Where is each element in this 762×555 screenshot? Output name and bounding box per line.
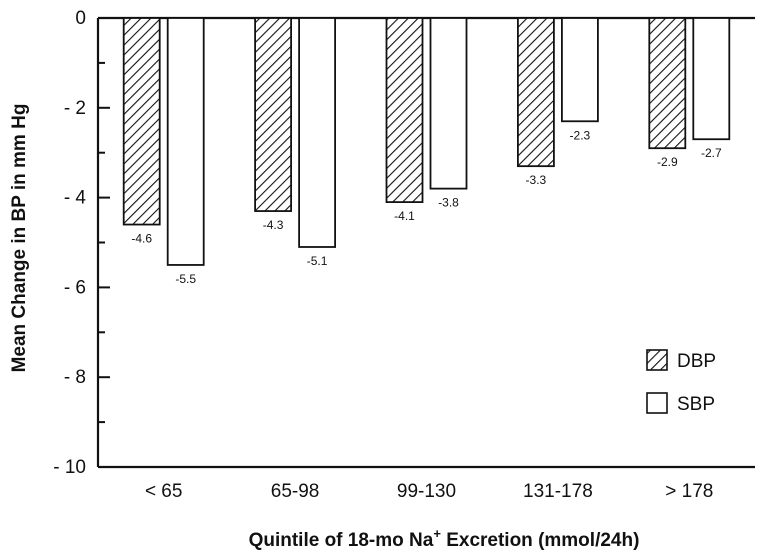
dbp-bar (254, 17, 293, 212)
x-tick-label: 65-98 (271, 481, 320, 502)
x-axis-title-rest: Excretion (mmol/24h) (441, 530, 640, 551)
legend-label-sbp: SBP (677, 394, 715, 415)
plot-area: 0 - 2 - 4 - 6 - 8 - 10 -4.6 -5.5 < 65 -4.3 -5.1 65-… (53, 8, 755, 502)
sbp-bar (561, 17, 599, 123)
dbp-bar (648, 17, 687, 150)
x-tick-label: < 65 (145, 481, 183, 502)
y-tick-label: - 10 (53, 457, 86, 478)
x-axis-title-superscript: + (433, 526, 441, 541)
legend-swatch-sbp (646, 392, 668, 414)
dbp-value-label: -4.1 (394, 209, 415, 223)
dbp-value-label: -4.6 (131, 232, 152, 246)
x-tick-label: 131-178 (523, 481, 593, 502)
y-tick-label: - 6 (64, 277, 86, 298)
dbp-bar (385, 17, 424, 203)
sbp-value-label: -5.1 (307, 254, 328, 268)
y-tick-label: 0 (75, 8, 86, 29)
sbp-bar (692, 17, 731, 141)
sbp-bar (429, 17, 468, 190)
dbp-value-label: -4.3 (263, 218, 284, 232)
sbp-value-label: -2.7 (701, 146, 722, 160)
sbp-value-label: -3.8 (438, 196, 459, 210)
dbp-bar (122, 17, 161, 226)
dbp-bar (517, 17, 555, 168)
x-tick-label: 99-130 (397, 481, 456, 502)
legend-label-dbp: DBP (677, 351, 716, 372)
x-axis-title: Quintile of 18-mo Na+ Excretion (mmol/24… (249, 526, 640, 551)
dbp-value-label: -2.9 (657, 155, 678, 169)
sbp-value-label: -2.3 (570, 128, 591, 142)
y-axis-title-group: Mean Change in BP in mm Hg (9, 104, 30, 373)
y-tick-label: - 8 (64, 367, 86, 388)
sbp-value-label: -5.5 (175, 272, 196, 286)
sbp-bar (298, 17, 337, 248)
sbp-bar (166, 17, 205, 266)
x-axis-title-main: Quintile of 18-mo Na (249, 530, 434, 551)
y-axis-title: Mean Change in BP in mm Hg (9, 104, 30, 373)
dbp-value-label: -3.3 (526, 173, 547, 187)
legend: DBP SBP (646, 349, 716, 415)
y-tick-label: - 2 (64, 98, 86, 119)
x-tick-label: > 178 (665, 481, 713, 502)
legend-swatch-dbp (646, 349, 668, 371)
y-tick-label: - 4 (64, 188, 87, 209)
